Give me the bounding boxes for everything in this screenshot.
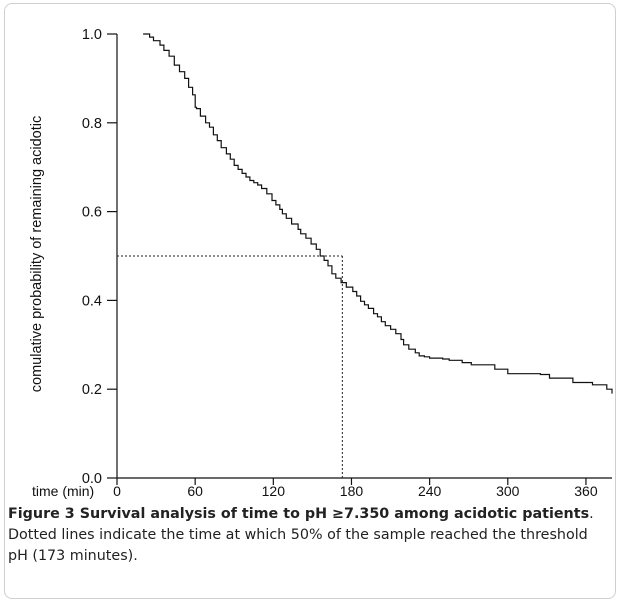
caption-text: . Dotted lines indicate the time at whic… (8, 506, 594, 564)
y-tick-label: 0.4 (82, 293, 102, 309)
chart-axes: 0.0 0.2 0.4 0.6 0.8 1.0 0 60 120 180 240 300 360 (82, 27, 612, 499)
figure-frame (4, 3, 616, 599)
y-tick-label: 0.8 (82, 116, 102, 132)
y-tick-label: 0.0 (82, 471, 102, 487)
y-tick-label: 1.0 (82, 27, 102, 43)
median-reference-lines (117, 255, 343, 478)
caption-label: Figure 3 Survival analysis of time to pH… (8, 506, 590, 522)
x-tick-label: 120 (262, 483, 286, 499)
series-group (143, 33, 613, 394)
x-tick-label: 300 (496, 483, 520, 499)
survival-chart: 0.0 0.2 0.4 0.6 0.8 1.0 0 60 120 180 240 300 360 com… (29, 27, 613, 499)
y-tick-label: 0.6 (82, 205, 102, 221)
survival-curve-line (143, 33, 613, 394)
x-tick-label: 240 (418, 483, 442, 499)
y-axis-label: comulative probability of remaining acid… (29, 116, 45, 392)
x-tick-label: 180 (340, 483, 364, 499)
x-axis-label: time (min) (32, 483, 94, 499)
x-tick-label: 360 (574, 483, 598, 499)
x-tick-label: 0 (113, 483, 121, 499)
y-tick-label: 0.2 (82, 382, 102, 398)
x-tick-label: 60 (187, 483, 203, 499)
figure-caption: Figure 3 Survival analysis of time to pH… (8, 504, 612, 567)
